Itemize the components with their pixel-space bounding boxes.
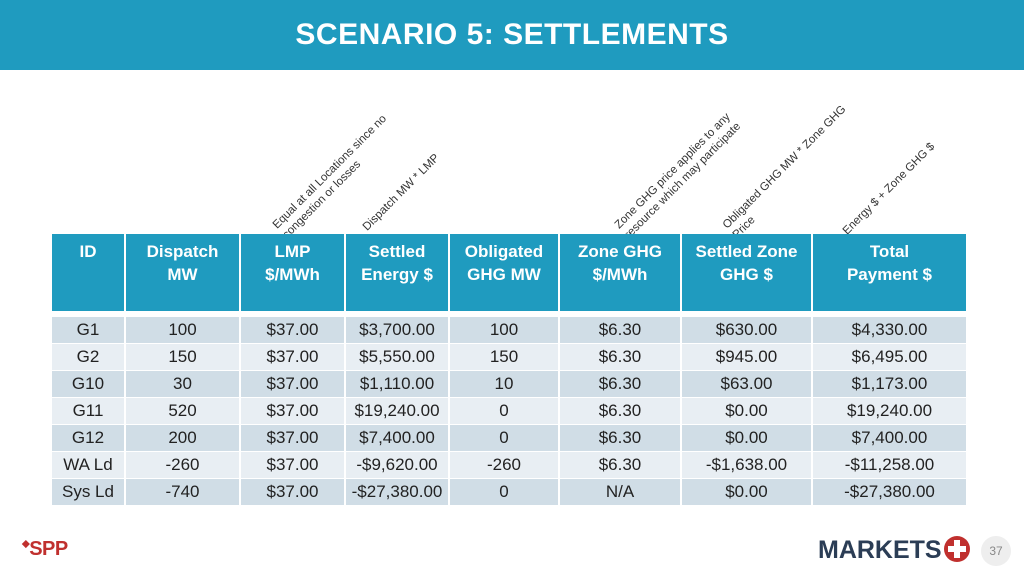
table-row: WA Ld -260 $37.00 -$9,620.00 -260 $6.30 -$1,63… (52, 451, 966, 479)
table-cell: $37.00 (240, 317, 346, 344)
table-cell: $19,240.00 (345, 397, 450, 425)
table-cell: $6.30 (559, 343, 682, 371)
annotation-obligated-ghg: Obligated GHG MW * Zone GHG Price (720, 103, 849, 242)
table-cell: $6.30 (559, 397, 682, 425)
table-cell: $6.30 (559, 424, 682, 452)
table-cell: $37.00 (240, 397, 346, 425)
table-cell: $0.00 (681, 424, 813, 452)
table-cell: -$11,258.00 (812, 451, 966, 479)
table-row: G10 30 $37.00 $1,110.00 10 $6.30 $63.00 $1,173.… (52, 370, 966, 398)
table-row: G1 100 $37.00 $3,700.00 100 $6.30 $630.00 $4,33… (52, 317, 966, 344)
table-cell: $6.30 (559, 317, 682, 344)
table-cell: -$9,620.00 (345, 451, 450, 479)
table-cell: $6.30 (559, 451, 682, 479)
table-cell: 100 (125, 317, 241, 344)
table-cell: 520 (125, 397, 241, 425)
table-cell: $0.00 (681, 397, 813, 425)
table-cell: $630.00 (681, 317, 813, 344)
table-cell: $1,110.00 (345, 370, 450, 398)
annotation-energy-plus-ghg: Energy $ + Zone GHG $ (840, 140, 938, 238)
table-row: G12 200 $37.00 $7,400.00 0 $6.30 $0.00 $7,400.0… (52, 424, 966, 452)
table-cell: -260 (449, 451, 560, 479)
table-cell: $37.00 (240, 451, 346, 479)
table-cell: $945.00 (681, 343, 813, 371)
table-cell: G2 (52, 343, 126, 371)
markets-plus-logo: MARKETS (818, 536, 942, 564)
page-title: SCENARIO 5: SETTLEMENTS (295, 18, 729, 51)
table-cell: $63.00 (681, 370, 813, 398)
table-header-row: ID Dispatch MW LMP $/MWh Settled Energy $ O… (52, 234, 966, 311)
table-cell: N/A (559, 478, 682, 506)
table-cell: $19,240.00 (812, 397, 966, 425)
table-cell: -740 (125, 478, 241, 506)
table-cell: 150 (449, 343, 560, 371)
table-cell: 150 (125, 343, 241, 371)
column-header-settled-energy: Settled Energy $ (345, 234, 450, 311)
table-cell: G10 (52, 370, 126, 398)
table-row: G2 150 $37.00 $5,550.00 150 $6.30 $945.00 $6,49… (52, 343, 966, 371)
column-header-id: ID (52, 234, 126, 311)
table-cell: $37.00 (240, 343, 346, 371)
page-number: 37 (981, 536, 1011, 566)
table-cell: $6,495.00 (812, 343, 966, 371)
annotation-dispatch-lmp: Dispatch MW * LMP (360, 151, 442, 234)
table-cell: 10 (449, 370, 560, 398)
column-header-zone-ghg: Zone GHG $/MWh (559, 234, 682, 311)
table-cell: -$27,380.00 (812, 478, 966, 506)
table-cell: $3,700.00 (345, 317, 450, 344)
column-header-total-payment: Total Payment $ (812, 234, 966, 311)
table-cell: 30 (125, 370, 241, 398)
plus-icon (944, 536, 970, 562)
settlements-table: ID Dispatch MW LMP $/MWh Settled Energy $ O… (52, 234, 966, 506)
title-banner: SCENARIO 5: SETTLEMENTS (0, 0, 1024, 70)
table-cell: WA Ld (52, 451, 126, 479)
table-cell: $37.00 (240, 370, 346, 398)
table-row: Sys Ld -740 $37.00 -$27,380.00 0 N/A $0.00 -$27… (52, 478, 966, 506)
column-header-dispatch: Dispatch MW (125, 234, 241, 311)
table-cell: $4,330.00 (812, 317, 966, 344)
table-cell: $37.00 (240, 478, 346, 506)
table-cell: $37.00 (240, 424, 346, 452)
table-cell: -$1,638.00 (681, 451, 813, 479)
table-cell: 0 (449, 397, 560, 425)
table-row: G11 520 $37.00 $19,240.00 0 $6.30 $0.00 $19,240… (52, 397, 966, 425)
table-cell: 200 (125, 424, 241, 452)
table-cell: $7,400.00 (345, 424, 450, 452)
table-cell: G12 (52, 424, 126, 452)
column-header-obligated-ghg: Obligated GHG MW (449, 234, 560, 311)
table-cell: $7,400.00 (812, 424, 966, 452)
table-cell: $6.30 (559, 370, 682, 398)
table-cell: 100 (449, 317, 560, 344)
spp-logo: ⬥SPP (22, 538, 68, 560)
table-cell: $0.00 (681, 478, 813, 506)
table-cell: G1 (52, 317, 126, 344)
table-cell: $1,173.00 (812, 370, 966, 398)
table-cell: -$27,380.00 (345, 478, 450, 506)
table-cell: 0 (449, 424, 560, 452)
table-cell: 0 (449, 478, 560, 506)
column-header-settled-zone-ghg: Settled Zone GHG $ (681, 234, 813, 311)
table-cell: G11 (52, 397, 126, 425)
table-cell: Sys Ld (52, 478, 126, 506)
table-cell: $5,550.00 (345, 343, 450, 371)
column-header-lmp: LMP $/MWh (240, 234, 346, 311)
table-cell: -260 (125, 451, 241, 479)
